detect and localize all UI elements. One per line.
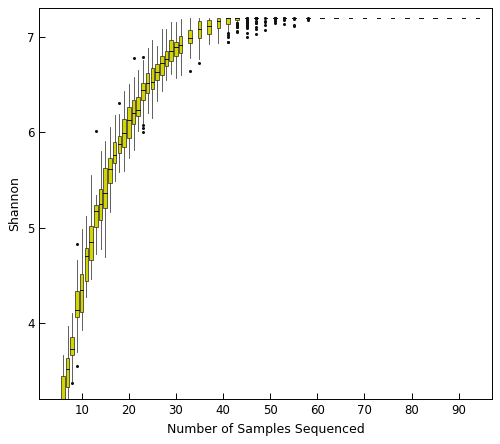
Bar — [127, 107, 130, 138]
Bar — [174, 42, 178, 56]
Bar — [226, 18, 230, 24]
Bar — [188, 30, 192, 44]
Bar — [118, 136, 121, 153]
Bar — [136, 97, 140, 116]
Bar — [75, 291, 78, 317]
Bar — [66, 358, 70, 387]
Bar — [156, 64, 159, 80]
Y-axis label: Shannon: Shannon — [8, 176, 22, 231]
Bar — [207, 20, 210, 34]
Bar — [104, 167, 107, 208]
Bar — [198, 21, 201, 38]
Bar — [216, 18, 220, 28]
Bar — [113, 142, 116, 163]
Bar — [90, 226, 93, 261]
Bar — [108, 159, 112, 183]
Bar — [61, 376, 64, 418]
Bar — [141, 83, 144, 100]
Bar — [236, 18, 239, 20]
Bar — [179, 36, 182, 53]
Bar — [56, 414, 60, 418]
Bar — [98, 189, 102, 220]
Bar — [150, 68, 154, 89]
Bar — [146, 73, 150, 93]
Bar — [170, 40, 173, 62]
Bar — [164, 51, 168, 66]
Bar — [94, 205, 98, 227]
Bar — [80, 274, 84, 312]
Bar — [132, 100, 136, 123]
X-axis label: Number of Samples Sequenced: Number of Samples Sequenced — [166, 423, 364, 436]
Bar — [160, 56, 164, 75]
Bar — [70, 337, 74, 355]
Bar — [122, 119, 126, 147]
Bar — [84, 247, 88, 281]
